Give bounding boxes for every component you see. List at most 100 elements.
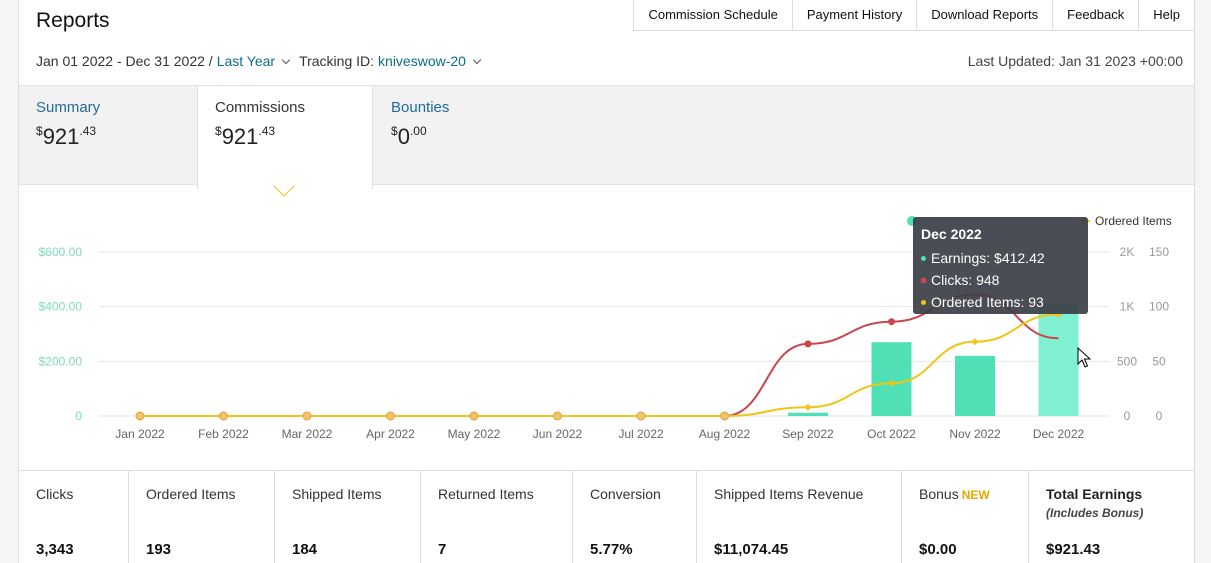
ordered-items-point — [386, 411, 395, 421]
x-axis-tick-label: Mar 2022 — [282, 427, 333, 441]
stat-label: Bonus NEW — [919, 486, 990, 502]
earnings-bar — [955, 355, 995, 416]
stat-returned-items: Returned Items 7 — [421, 471, 573, 563]
stat-label: Conversion — [590, 486, 661, 502]
tooltip-earnings: Earnings: $412.42 — [921, 247, 1080, 269]
ordered-items-line — [139, 313, 1059, 418]
earnings-bar — [788, 412, 828, 416]
stat-value: 193 — [146, 541, 172, 558]
stat-value: $0.00 — [919, 541, 957, 558]
clicks-axis-tick-label: 0 — [1124, 409, 1131, 423]
nav-payment-history[interactable]: Payment History — [793, 0, 918, 30]
left-axis-tick-label: $400.00 — [39, 300, 83, 314]
stat-value: 184 — [292, 541, 318, 558]
ordered-items-point — [720, 411, 729, 421]
stat-value: $11,074.45 — [714, 541, 789, 558]
stat-label: Shipped Items Revenue — [714, 486, 864, 502]
x-axis-tick-label: Aug 2022 — [699, 427, 751, 441]
active-tab-caret-icon — [274, 186, 294, 197]
clicks-axis-tick-label: 500 — [1117, 354, 1137, 368]
stat-value: $921.43 — [1046, 541, 1101, 558]
tab-commissions-amount: $921.43 — [215, 124, 276, 149]
x-axis-tick-label: Jan 2022 — [115, 427, 165, 441]
filter-bar: Jan 01 2022 - Dec 31 2022 / Last Year Tr… — [36, 53, 490, 69]
left-axis-tick-label: $600.00 — [39, 245, 83, 259]
tracking-label: Tracking ID: — [299, 53, 375, 69]
date-range-text: Jan 01 2022 - Dec 31 2022 / — [36, 53, 213, 69]
x-axis-tick-label: Apr 2022 — [366, 427, 415, 441]
reports-panel: Reports Commission Schedule Payment Hist… — [18, 0, 1195, 563]
tooltip-clicks: Clicks: 948 — [921, 269, 1080, 291]
clicks-axis-tick-label: 2K — [1120, 245, 1135, 259]
ordered-items-point — [971, 338, 979, 346]
nav-help[interactable]: Help — [1153, 7, 1180, 22]
earnings-bar — [1038, 303, 1079, 416]
tab-summary[interactable]: Summary $921.43 — [19, 86, 117, 186]
tooltip-title: Dec 2022 — [921, 226, 982, 242]
x-axis-tick-label: Oct 2022 — [867, 427, 916, 441]
ordered-axis-tick-label: 0 — [1156, 409, 1163, 423]
x-axis-tick-label: Sep 2022 — [782, 427, 834, 441]
x-axis-tick-label: May 2022 — [448, 427, 501, 441]
stat-value: 7 — [438, 541, 447, 558]
ordered-items-point — [636, 411, 646, 421]
stat-total-earnings: Total Earnings (Includes Bonus) $921.43 — [1029, 471, 1194, 563]
tab-commissions-label: Commissions — [215, 99, 306, 116]
ordered-items-point — [553, 411, 562, 421]
page-title: Reports — [36, 9, 110, 32]
stat-bonus: Bonus NEW $0.00 — [902, 471, 1029, 563]
earnings-chart: 0 0 0 $200.00 500 50 $400.00 1K 100 $600.00 2K 150 J… — [39, 216, 1169, 441]
stat-clicks: Clicks 3,343 — [19, 471, 129, 563]
chevron-down-icon[interactable] — [472, 55, 482, 64]
tab-summary-label: Summary — [36, 99, 101, 116]
stat-label: Returned Items — [438, 486, 534, 502]
stat-value: 3,343 — [36, 541, 74, 558]
x-axis-tick-label: Dec 2022 — [1033, 427, 1085, 441]
x-axis-tick-label: Nov 2022 — [949, 427, 1001, 441]
legend-label: Ordered Items — [1095, 214, 1172, 228]
tab-bounties[interactable]: Bounties $0.00 — [374, 86, 466, 186]
nav-commission-schedule[interactable]: Commission Schedule — [634, 0, 793, 30]
stat-label: Shipped Items — [292, 486, 382, 502]
tab-commissions[interactable]: Commissions $921.43 — [197, 86, 373, 189]
stats-summary: Clicks 3,343 Ordered Items 193 Shipped I… — [19, 470, 1194, 563]
stat-ordered-items: Ordered Items 193 — [129, 471, 275, 563]
stat-shipped-items: Shipped Items 184 — [275, 471, 421, 563]
x-axis-tick-label: Jun 2022 — [533, 427, 583, 441]
tracking-id-dropdown[interactable]: kniveswow-20 — [378, 53, 466, 69]
stat-label: Total Earnings — [1046, 486, 1143, 502]
tab-summary-amount: $921.43 — [36, 124, 97, 149]
tab-bounties-label: Bounties — [391, 99, 450, 116]
clicks-axis-tick-label: 1K — [1120, 300, 1135, 314]
tab-bounties-amount: $0.00 — [391, 124, 427, 149]
top-nav: Commission Schedule Payment History Down… — [633, 0, 1194, 31]
mouse-pointer-icon — [1077, 347, 1091, 368]
ordered-axis-tick-label: 50 — [1152, 354, 1166, 368]
x-axis-tick-label: Feb 2022 — [198, 427, 249, 441]
nav-download-reports[interactable]: Download Reports — [917, 0, 1054, 30]
ordered-axis-tick-label: 150 — [1149, 245, 1169, 259]
stat-sublabel: (Includes Bonus) — [1046, 506, 1144, 520]
chevron-down-icon[interactable] — [281, 55, 291, 64]
stat-conversion: Conversion 5.77% — [573, 471, 697, 563]
ordered-items-point — [887, 379, 896, 387]
stat-label: Clicks — [36, 486, 74, 502]
ordered-items-point — [804, 403, 812, 411]
left-axis-tick-label: 0 — [75, 409, 82, 423]
x-axis-tick-label: Jul 2022 — [618, 427, 664, 441]
stat-shipped-revenue: Shipped Items Revenue $11,074.45 — [697, 471, 902, 563]
stat-value: 5.77% — [590, 541, 633, 558]
stat-label: Ordered Items — [146, 486, 236, 502]
ordered-items-point — [219, 411, 228, 421]
ordered-items-point — [135, 411, 145, 421]
new-badge: NEW — [961, 488, 990, 502]
chart-tooltip: Dec 2022 Earnings: $412.42 Clicks: 948 O… — [913, 217, 1088, 314]
ordered-items-point — [302, 411, 312, 421]
left-axis-tick-label: $200.00 — [39, 354, 83, 368]
period-dropdown[interactable]: Last Year — [216, 53, 276, 69]
chart-legend[interactable]: Ordered Items — [1077, 214, 1172, 228]
summary-tabs: Summary $921.43 Commissions $921.43 Boun… — [19, 85, 1194, 189]
tooltip-ordered-items: Ordered Items: 93 — [921, 291, 1080, 313]
earnings-bar — [871, 342, 912, 416]
nav-feedback[interactable]: Feedback — [1053, 0, 1140, 30]
